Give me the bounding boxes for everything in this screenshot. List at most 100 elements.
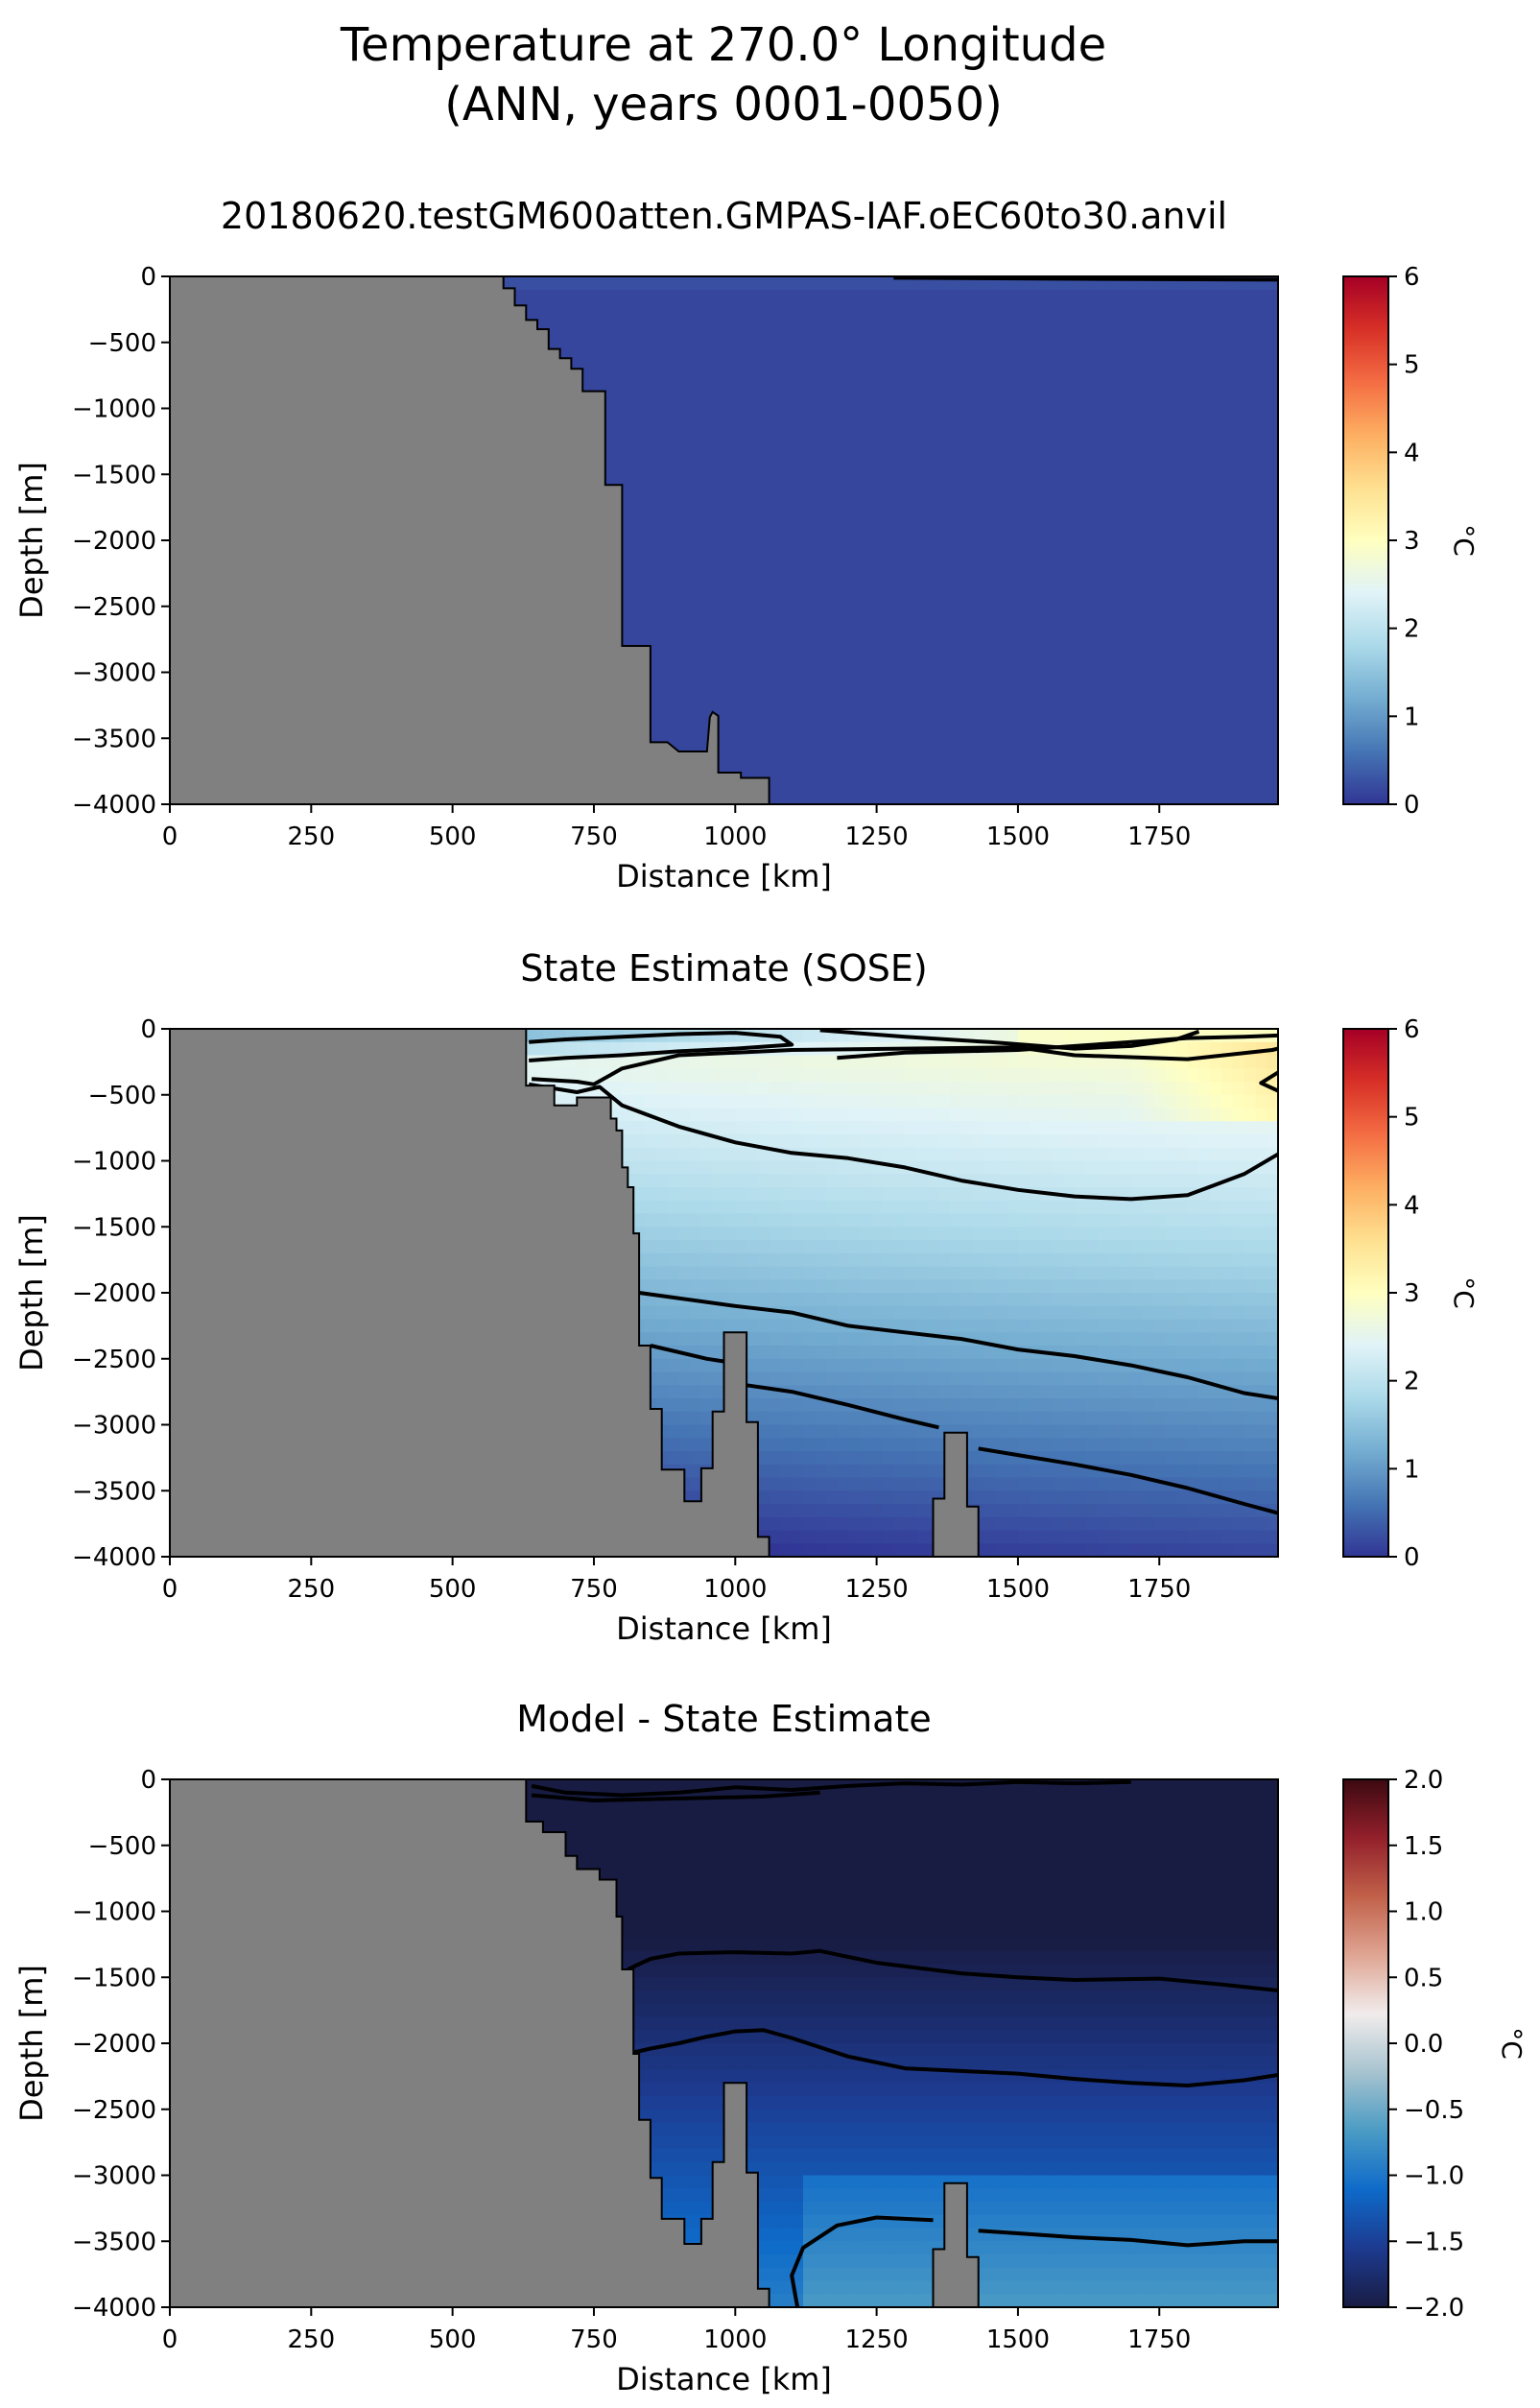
heatmap-cell [769, 658, 782, 674]
heatmap-cell [1255, 606, 1268, 621]
heatmap-cell [1232, 632, 1245, 647]
heatmap-cell [735, 355, 747, 370]
heatmap-cell [1142, 738, 1155, 752]
heatmap-cell [1097, 421, 1110, 436]
heatmap-cell [1142, 751, 1155, 766]
heatmap-cell [735, 672, 747, 687]
heatmap-cell [712, 658, 725, 674]
heatmap-cell [1052, 619, 1064, 634]
heatmap-cell [712, 580, 725, 594]
heatmap-cell [1142, 435, 1155, 449]
heatmap-cell [1130, 672, 1144, 687]
heatmap-cell [938, 540, 952, 555]
heatmap-cell [712, 461, 725, 476]
heatmap-cell [972, 672, 985, 687]
heatmap-cell [1029, 329, 1042, 344]
heatmap-cell [1267, 276, 1278, 291]
heatmap-cell [690, 711, 702, 727]
heatmap-cell [1153, 461, 1166, 476]
heatmap-cell [1074, 382, 1087, 396]
heatmap-cell [655, 527, 669, 541]
heatmap-cell [859, 342, 872, 357]
heatmap-cell [1267, 725, 1278, 740]
heatmap-cell [757, 276, 770, 291]
heatmap-cell [1074, 751, 1087, 766]
heatmap-cell [1097, 329, 1110, 344]
heatmap-cell [1120, 566, 1132, 582]
heatmap-cell [1085, 566, 1099, 582]
heatmap-cell [667, 435, 680, 449]
heatmap-cell [915, 751, 929, 766]
heatmap-cell [610, 342, 624, 357]
heatmap-cell [1267, 685, 1278, 700]
heatmap-cell [1198, 751, 1212, 766]
heatmap-cell [1232, 672, 1245, 687]
heatmap-cell [1255, 342, 1268, 357]
heatmap-cell [870, 342, 884, 357]
heatmap-cell [1267, 408, 1278, 423]
heatmap-cell [927, 369, 940, 383]
heatmap-cell [995, 685, 1007, 700]
heatmap-cell [1063, 738, 1076, 752]
heatmap-cell [825, 488, 839, 502]
heatmap-cell [780, 474, 794, 489]
heatmap-cell [1074, 500, 1087, 515]
heatmap-cell [1007, 408, 1019, 423]
heatmap-cell [655, 342, 669, 357]
heatmap-cell [1097, 342, 1110, 357]
heatmap-cell [915, 355, 929, 370]
heatmap-cell [1267, 289, 1278, 304]
heatmap-cell [983, 527, 997, 541]
heatmap-cell [769, 791, 782, 804]
heatmap-cell [1142, 699, 1155, 713]
heatmap-cell [1198, 408, 1212, 423]
heatmap-cell [645, 276, 657, 291]
heatmap-cell [1007, 342, 1019, 357]
heatmap-cell [905, 513, 917, 529]
heatmap-cell [622, 513, 635, 529]
heatmap-cell [746, 658, 759, 674]
heatmap-cell [859, 394, 872, 410]
heatmap-cell [1097, 646, 1110, 660]
heatmap-cell [1187, 764, 1200, 779]
heatmap-cell [961, 513, 974, 529]
heatmap-cell [780, 619, 794, 634]
heatmap-cell [645, 474, 657, 489]
heatmap-cell [690, 553, 702, 568]
heatmap-cell [1029, 527, 1042, 541]
heatmap-cell [746, 619, 759, 634]
heatmap-cell [622, 276, 635, 291]
heatmap-cell [1232, 751, 1245, 766]
heatmap-cell [893, 342, 906, 357]
heatmap-cell [769, 738, 782, 752]
heatmap-cell [1255, 500, 1268, 515]
heatmap-cell [1085, 488, 1099, 502]
heatmap-cell [1244, 369, 1257, 383]
heatmap-cell [1074, 329, 1087, 344]
heatmap-cell [723, 369, 737, 383]
heatmap-cell [690, 369, 702, 383]
heatmap-cell [1175, 791, 1189, 804]
heatmap-cell [950, 382, 962, 396]
heatmap-cell [995, 606, 1007, 621]
heatmap-cell [859, 580, 872, 594]
heatmap-cell [1074, 658, 1087, 674]
heatmap-cell [1210, 474, 1222, 489]
heatmap-cell [1085, 764, 1099, 779]
heatmap-cell [882, 566, 895, 582]
heatmap-cell [1063, 408, 1076, 423]
heatmap-cell [1130, 488, 1144, 502]
heatmap-cell [803, 672, 816, 687]
heatmap-cell [565, 289, 579, 304]
heatmap-cell [915, 593, 929, 608]
heatmap-cell [1165, 302, 1177, 318]
heatmap-cell [1244, 699, 1257, 713]
heatmap-cell [678, 488, 691, 502]
heatmap-cell [848, 369, 861, 383]
heatmap-cell [769, 316, 782, 330]
heatmap-cell [1210, 593, 1222, 608]
heatmap-cell [1175, 580, 1189, 594]
heatmap-cell [1187, 738, 1200, 752]
heatmap-cell [1063, 606, 1076, 621]
heatmap-cell [950, 302, 962, 318]
